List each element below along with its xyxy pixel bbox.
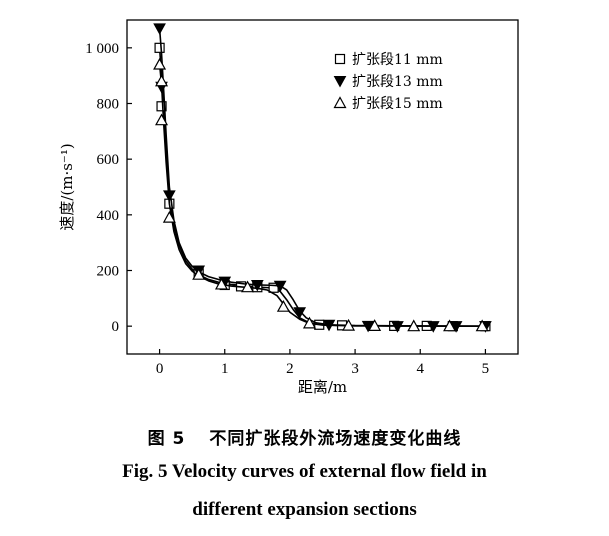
y-tick-label: 1 000 bbox=[85, 41, 119, 57]
series-3-point bbox=[276, 299, 290, 312]
figure-caption-chinese: 图 5 不同扩张段外流场速度变化曲线 bbox=[0, 424, 609, 449]
legend-marker-2 bbox=[333, 76, 347, 88]
series-3-point bbox=[162, 210, 176, 223]
legend-marker-3 bbox=[333, 96, 347, 109]
x-tick-label: 3 bbox=[351, 361, 359, 377]
y-tick-label: 800 bbox=[97, 97, 120, 113]
y-tick-label: 600 bbox=[97, 152, 120, 168]
series-3-point bbox=[407, 319, 421, 332]
series-layer bbox=[153, 23, 492, 333]
velocity-chart: 0 1 2 3 4 5 0 200 400 600 800 1 000 距离/m 速度/(m·s⁻¹) 扩… bbox=[58, 19, 519, 396]
series-3 bbox=[153, 57, 489, 332]
x-tick-label: 2 bbox=[286, 361, 294, 377]
x-tick-label: 0 bbox=[156, 361, 164, 377]
series-2-point bbox=[153, 23, 166, 35]
legend: 扩张段11 mm 扩张段13 mm 扩张段15 mm bbox=[333, 52, 443, 112]
x-tick-label: 5 bbox=[482, 361, 490, 377]
series-3-point bbox=[192, 267, 206, 280]
figure-caption-english-line2: different expansion sections bbox=[192, 499, 417, 520]
series-3-point bbox=[342, 318, 356, 331]
legend-label-2: 扩张段13 mm bbox=[352, 74, 443, 90]
series-3-point bbox=[302, 316, 316, 329]
x-tick-label: 1 bbox=[221, 361, 229, 377]
figure-caption-english-line1: Fig. 5 Velocity curves of external flow … bbox=[122, 461, 487, 482]
caption-figure-number: 图 5 bbox=[147, 429, 186, 449]
series-1-point bbox=[156, 101, 167, 112]
series-2-point bbox=[293, 307, 307, 319]
series-3-point bbox=[368, 319, 382, 331]
series-2 bbox=[153, 23, 492, 333]
axes: 0 1 2 3 4 5 0 200 400 600 800 1 000 距离/m 速度/(m·s⁻¹) bbox=[58, 19, 519, 396]
series-3-point bbox=[153, 57, 167, 70]
series-3-point bbox=[155, 74, 169, 87]
y-tick-label: 200 bbox=[97, 264, 120, 280]
series-1-point bbox=[154, 42, 165, 53]
y-tick-label: 0 bbox=[112, 319, 120, 335]
y-axis-label: 速度/(m·s⁻¹) bbox=[58, 143, 76, 230]
caption-chinese-text: 不同扩张段外流场速度变化曲线 bbox=[209, 429, 462, 449]
series-3-point bbox=[214, 277, 229, 290]
y-tick-label: 400 bbox=[97, 208, 120, 224]
x-axis-label: 距离/m bbox=[298, 378, 347, 396]
series-3-point bbox=[241, 280, 255, 293]
series-3-point bbox=[443, 319, 457, 332]
plot-frame bbox=[126, 19, 519, 355]
series-3-point bbox=[475, 319, 489, 332]
legend-label-3: 扩张段15 mm bbox=[352, 96, 443, 112]
series-2-point bbox=[250, 279, 264, 292]
x-tick-label: 4 bbox=[417, 361, 425, 377]
series-2-point bbox=[273, 280, 287, 293]
legend-marker-1 bbox=[334, 53, 346, 65]
series-3-point bbox=[155, 113, 169, 126]
legend-label-1: 扩张段11 mm bbox=[352, 52, 443, 68]
